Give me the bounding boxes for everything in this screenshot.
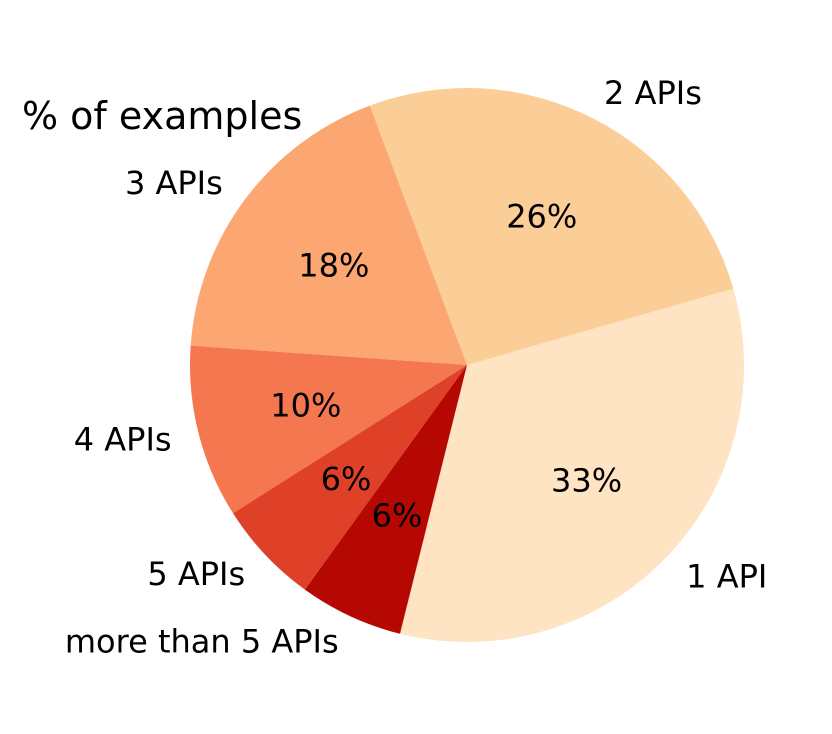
pie-slice [233,365,467,590]
slice-percent-label: 18% [298,247,369,285]
slice-percent-label: 33% [551,461,622,499]
slice-category-label: more than 5 APIs [65,622,339,660]
pie-slice [399,288,744,642]
slice-category-label: 5 APIs [147,555,245,593]
slice-category-label: 3 APIs [125,164,223,202]
pie-slice [189,345,467,514]
chart-title: % of examples [22,94,303,138]
slice-percent-label: 6% [372,497,423,535]
slice-percent-label: 10% [270,387,341,425]
pie-slice [304,365,467,634]
slice-category-label: 4 APIs [74,421,172,459]
slice-percent-label: 26% [506,198,577,236]
slice-category-label: 1 API [686,558,767,596]
pie-slice [369,88,734,366]
pie-slice [190,105,468,366]
slice-percent-label: 6% [321,460,372,498]
slice-category-label: 2 APIs [604,74,702,112]
